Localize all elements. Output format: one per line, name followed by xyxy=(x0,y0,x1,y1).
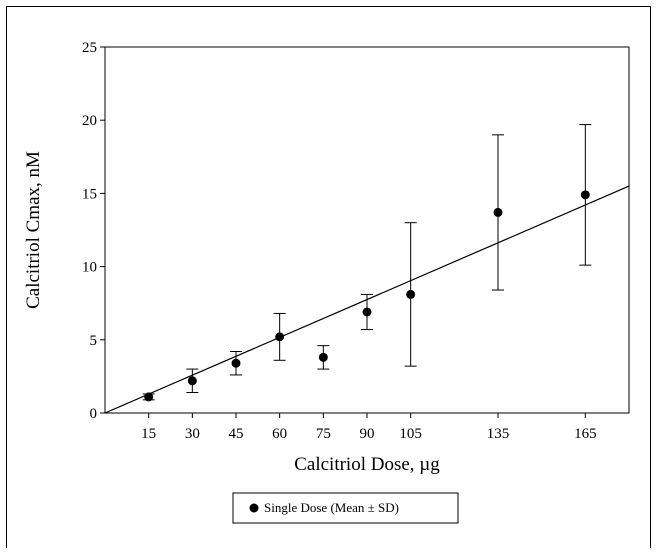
legend-marker xyxy=(249,503,259,513)
data-point xyxy=(231,358,241,368)
legend-box xyxy=(232,492,459,524)
data-points xyxy=(144,190,590,402)
y-tick-label: 0 xyxy=(90,406,98,422)
y-tick-label: 10 xyxy=(82,260,97,276)
figure-frame xyxy=(6,6,651,548)
y-tick-label: 20 xyxy=(82,113,97,129)
data-point xyxy=(187,376,197,386)
data-point xyxy=(406,289,416,299)
error-bars xyxy=(142,124,592,401)
y-tick-label: 5 xyxy=(90,333,98,349)
x-tick-label: 165 xyxy=(574,426,597,442)
data-point xyxy=(493,207,503,217)
data-point xyxy=(275,332,285,342)
x-axis-title: Calcitriol Dose, µg xyxy=(294,454,440,475)
y-axis-title: Calcitriol Cmax, nM xyxy=(23,151,44,309)
x-tick-label: 30 xyxy=(185,426,200,442)
y-tick-label: 15 xyxy=(82,186,97,202)
x-tick-label: 105 xyxy=(399,426,422,442)
x-tick-label: 45 xyxy=(229,426,244,442)
x-tick-label: 90 xyxy=(360,426,375,442)
data-point xyxy=(318,352,328,362)
x-tick-label: 15 xyxy=(141,426,156,442)
data-point xyxy=(144,392,154,402)
legend: Single Dose (Mean ± SD) xyxy=(232,492,459,524)
data-point xyxy=(580,190,590,200)
plot-area xyxy=(104,46,630,414)
data-point xyxy=(362,307,372,317)
x-tick-label: 135 xyxy=(487,426,510,442)
y-axis: 0 5 10 15 20 25 xyxy=(82,40,105,422)
x-tick-label: 60 xyxy=(272,426,287,442)
legend-label: Single Dose (Mean ± SD) xyxy=(264,500,399,515)
y-tick-label: 25 xyxy=(82,40,97,56)
x-axis: 15 30 45 60 75 90 105 135 165 xyxy=(141,413,597,442)
x-tick-label: 75 xyxy=(316,426,331,442)
